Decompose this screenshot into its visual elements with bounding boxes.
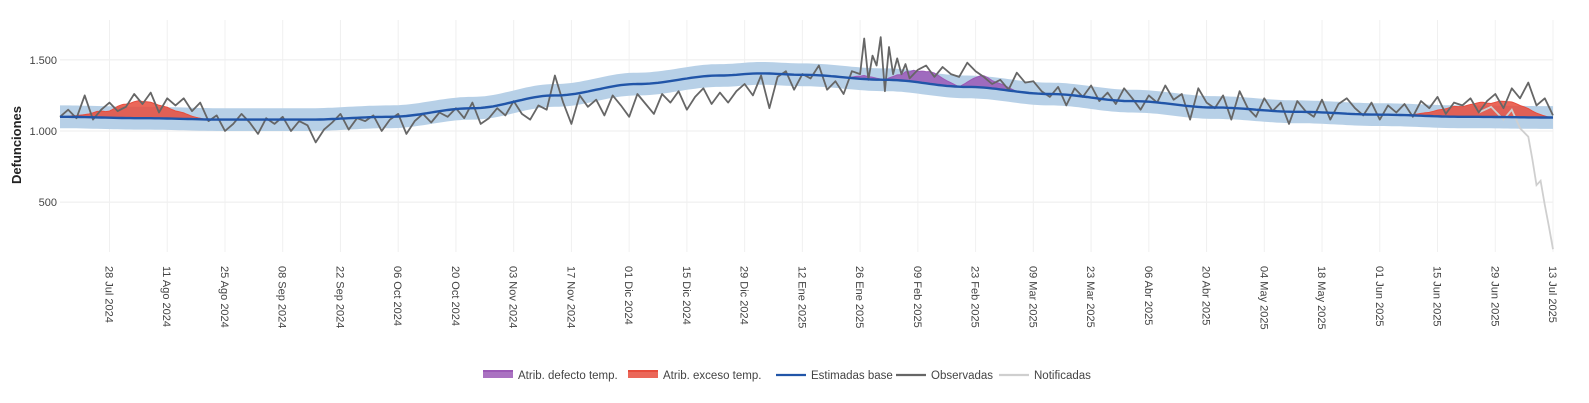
- observed-line: [59, 36, 1554, 144]
- x-tick-label-15: 23 Feb 2025: [969, 266, 981, 328]
- baseline-line: [60, 72, 1553, 121]
- x-tick-label-7: 03 Nov 2024: [507, 266, 519, 328]
- x-tick-label-5: 06 Oct 2024: [391, 266, 403, 326]
- x-tick-label-25: 13 Jul 2025: [1546, 266, 1558, 323]
- legend-item-1[interactable]: Atrib. exceso temp.: [628, 370, 761, 382]
- y-axis-label: Defunciones: [9, 106, 24, 184]
- x-tick-label-21: 18 May 2025: [1315, 266, 1327, 330]
- x-tick-label-22: 01 Jun 2025: [1373, 266, 1385, 327]
- x-tick-label-6: 20 Oct 2024: [449, 266, 461, 326]
- x-tick-label-12: 12 Ene 2025: [795, 266, 807, 328]
- grid: [60, 20, 1554, 252]
- x-tick-label-11: 29 Dic 2024: [738, 266, 750, 325]
- legend-label-0: Atrib. defecto temp.: [518, 370, 618, 382]
- x-tick-label-23: 15 Jun 2025: [1431, 266, 1443, 327]
- x-tick-label-2: 25 Ago 2024: [218, 266, 230, 328]
- x-tick-label-9: 01 Dic 2024: [622, 266, 634, 325]
- legend-swatch-1: [628, 371, 658, 378]
- x-tick-label-0: 28 Jul 2024: [102, 266, 114, 323]
- x-tick-label-4: 22 Sep 2024: [333, 266, 345, 328]
- x-tick-label-24: 29 Jun 2025: [1488, 266, 1500, 327]
- y-tick-label-2: 1.500: [29, 55, 57, 67]
- x-tick-label-16: 09 Mar 2025: [1026, 266, 1038, 328]
- confidence-band: [60, 62, 1553, 131]
- legend-item-0[interactable]: Atrib. defecto temp.: [483, 370, 618, 382]
- x-tick-label-3: 08 Sep 2024: [276, 266, 288, 328]
- legend-label-2: Estimadas base: [811, 370, 893, 382]
- legend[interactable]: Atrib. defecto temp. Atrib. exceso temp. E…: [483, 370, 1091, 382]
- x-axis-ticks: 28 Jul 2024 11 Ago 2024 25 Ago 2024 08 Sep …: [102, 266, 1558, 330]
- legend-item-2[interactable]: Estimadas base: [776, 370, 893, 382]
- legend-label-4: Notificadas: [1034, 370, 1091, 382]
- legend-label-3: Observadas: [931, 370, 993, 382]
- legend-item-3[interactable]: Observadas: [896, 370, 993, 382]
- x-tick-label-18: 06 Abr 2025: [1142, 266, 1154, 325]
- series-lines: [59, 36, 1554, 250]
- x-tick-label-10: 15 Dic 2024: [680, 266, 692, 325]
- x-tick-label-19: 20 Abr 2025: [1200, 266, 1212, 325]
- y-tick-label-0: 500: [39, 197, 57, 209]
- y-tick-label-1: 1.000: [29, 126, 57, 138]
- baseline-confidence-band: [60, 62, 1553, 131]
- x-tick-label-1: 11 Ago 2024: [160, 266, 172, 327]
- x-tick-label-8: 17 Nov 2024: [564, 266, 576, 328]
- x-tick-label-14: 09 Feb 2025: [911, 266, 923, 328]
- x-tick-label-13: 26 Ene 2025: [853, 266, 865, 328]
- x-tick-label-20: 04 May 2025: [1257, 266, 1269, 330]
- legend-item-4[interactable]: Notificadas: [999, 370, 1091, 382]
- legend-label-1: Atrib. exceso temp.: [663, 370, 761, 382]
- y-axis-ticks: 500 1.000 1.500: [29, 55, 57, 209]
- x-tick-label-17: 23 Mar 2025: [1084, 266, 1096, 328]
- legend-swatch-0: [483, 371, 513, 378]
